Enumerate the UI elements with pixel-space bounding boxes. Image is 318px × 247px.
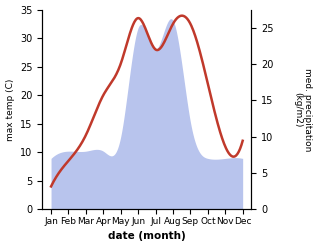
Y-axis label: med. precipitation
(kg/m2): med. precipitation (kg/m2) [293,68,313,151]
X-axis label: date (month): date (month) [108,231,186,242]
Y-axis label: max temp (C): max temp (C) [5,78,15,141]
